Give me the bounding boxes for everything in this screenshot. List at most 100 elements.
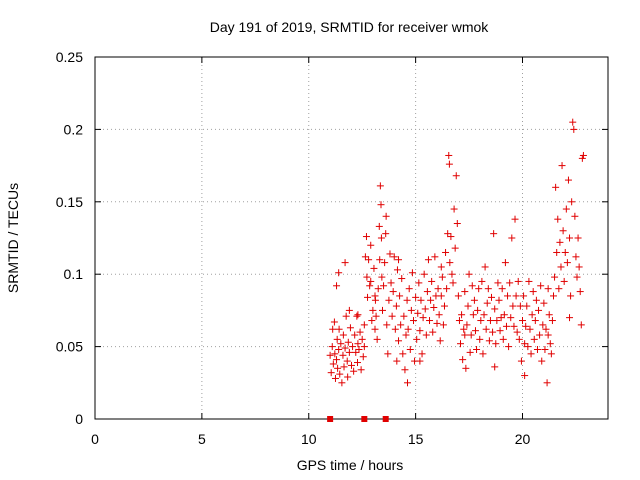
zero-marker [327,416,334,422]
scatter-point [555,285,563,293]
scatter-point [359,353,367,361]
scatter-point [482,325,490,333]
scatter-point [334,364,342,372]
scatter-point [575,263,583,271]
scatter-point [497,314,505,322]
x-tick-label: 20 [515,431,531,447]
x-axis-label: GPS time / hours [297,457,404,473]
scatter-point [537,282,545,290]
scatter-point [449,279,457,287]
scatter-point [490,230,498,238]
scatter-point [539,321,547,329]
scatter-point [377,234,385,242]
scatter-point [559,227,567,235]
scatter-point [330,318,338,326]
scatter-point [420,270,428,278]
scatter-point [333,282,341,290]
scatter-point [491,363,499,371]
scatter-point [546,340,554,348]
scatter-point [545,311,553,319]
scatter-point [381,259,389,267]
scatter-point [544,285,552,293]
scatter-point [404,325,412,333]
scatter-point [544,331,552,339]
scatter-point [342,312,350,320]
scatter-point [578,154,586,162]
scatter-point [400,312,408,320]
scatter-point [458,311,466,319]
scatter-point [513,328,521,336]
scatter-point [511,215,519,223]
scatter-point [529,288,537,296]
x-axis-ticks: 0 5 10 15 20 [91,57,530,447]
scatter-point [439,321,447,329]
scatter-point [448,270,456,278]
scatter-point [533,345,541,353]
scatter-point [335,325,343,333]
scatter-point [552,183,560,191]
scatter-point [369,306,377,314]
scatter-point [475,285,483,293]
scatter-point [470,296,478,304]
scatter-point [417,296,425,304]
scatter-point [438,273,446,281]
scatter-point [350,367,358,375]
scatter-point [362,233,370,241]
scatter-point [467,331,475,339]
scatter-point [521,340,529,348]
scatter-point [403,296,411,304]
scatter-point [446,259,454,267]
scatter-point [445,160,453,168]
scatter-point [376,256,384,264]
scatter-point [344,338,352,346]
scatter-point [412,293,420,301]
scatter-point [346,324,354,332]
scatter-point [558,162,566,170]
scatter-point [514,277,522,285]
scatter-point [339,351,347,359]
scatter-point [371,325,379,333]
scatter-point [457,340,465,348]
scatter-point [556,238,564,246]
scatter-point [445,151,453,159]
scatter-point [566,314,574,322]
scatter-point [344,373,352,381]
scatter-point [480,311,488,319]
scatter-point [336,370,344,378]
scatter-point [409,317,417,325]
scatter-point [570,125,578,133]
scatter-point [352,348,360,356]
scatter-point [415,279,423,287]
scatter-point [378,273,386,281]
scatter-point [384,350,392,358]
scatter-point [576,288,584,296]
scatter-point [572,253,580,261]
scatter-point [478,277,486,285]
scatter-point [354,340,362,348]
scatter-point [561,248,569,256]
scatter-point [395,337,403,345]
scatter-point [367,277,375,285]
scatter-points [326,118,587,387]
scatter-point [569,118,577,126]
scatter-point [463,321,471,329]
scatter-point [560,277,568,285]
y-tick-label: 0.1 [64,266,84,282]
scatter-point [437,292,445,300]
scatter-point [331,350,339,358]
scatter-point [337,340,345,348]
scatter-point [414,309,422,317]
scatter-point [382,230,390,238]
scatter-point [485,337,493,345]
scatter-point [501,259,509,267]
scatter-point [357,366,365,374]
scatter-point [388,312,396,320]
scatter-point [383,321,391,329]
scatter-point [358,335,366,343]
scatter-point [453,220,461,228]
scatter-point [437,263,445,271]
scatter-point [440,302,448,310]
scatter-point [373,335,381,343]
x-tick-label: 0 [91,431,99,447]
